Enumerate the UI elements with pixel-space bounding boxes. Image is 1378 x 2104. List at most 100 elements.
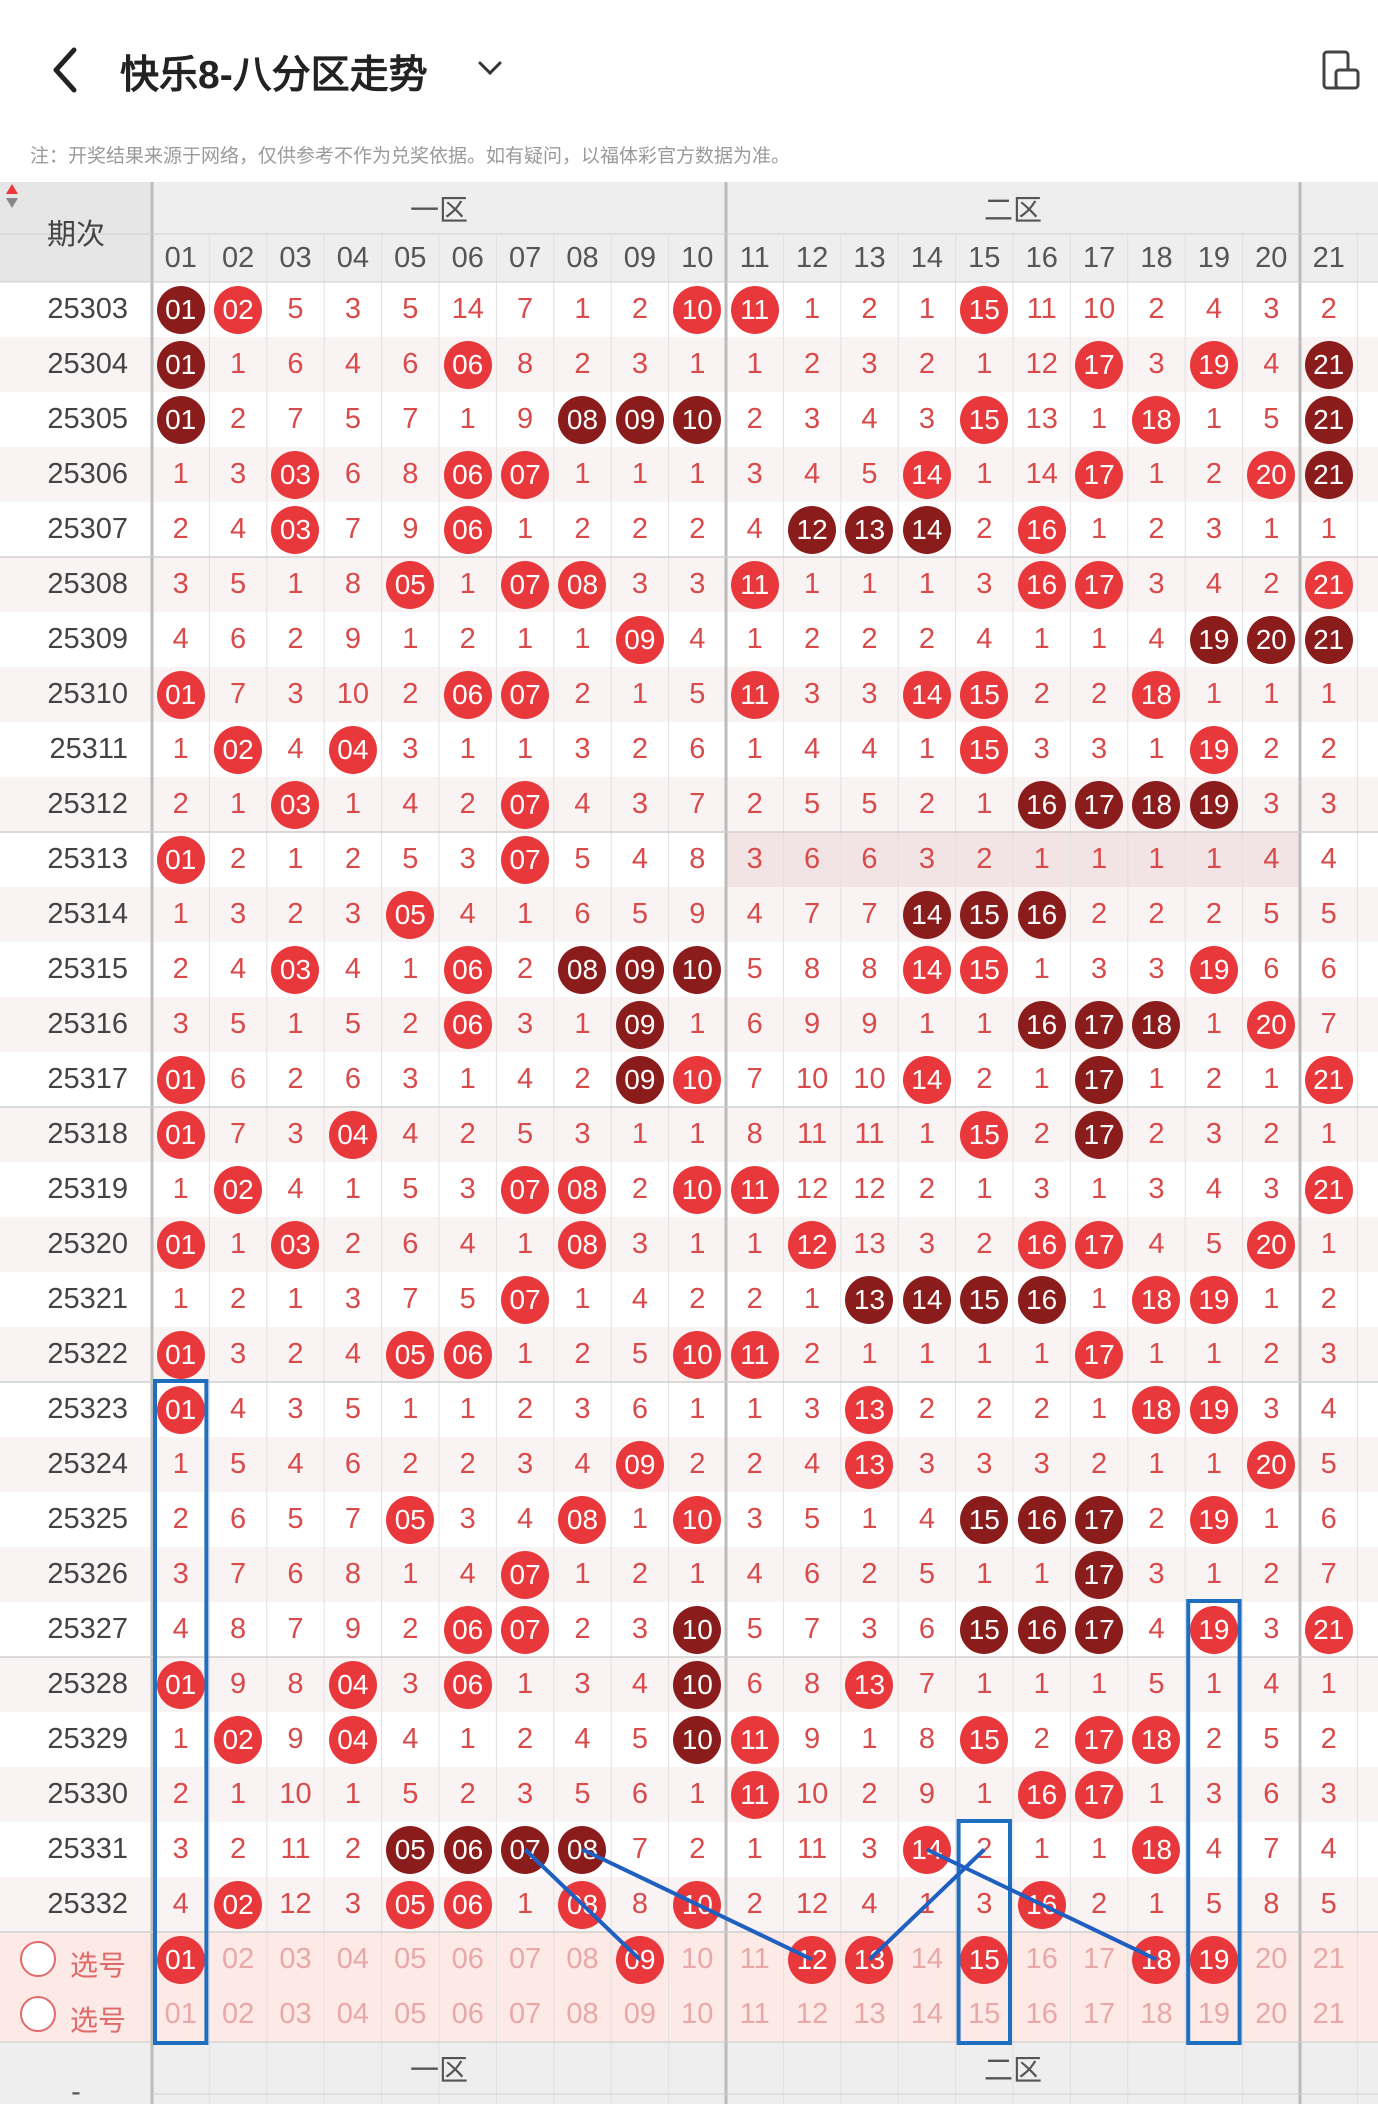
table-cell: 4: [230, 513, 247, 545]
draw-ball: 09: [615, 1055, 664, 1104]
table-cell: 1: [1091, 623, 1108, 655]
table-cell: 7: [861, 898, 878, 930]
table-cell: 09: [611, 392, 668, 447]
draw-ball: 21: [1304, 1165, 1353, 1214]
table-cell: 1: [746, 1393, 763, 1425]
table-cell: 4: [1320, 843, 1337, 875]
table-cell: 1: [459, 403, 476, 435]
selected-ball[interactable]: 12: [788, 1935, 837, 1984]
pick-number[interactable]: 09: [623, 1998, 657, 2030]
selected-ball[interactable]: 18: [1132, 1935, 1181, 1984]
selected-ball[interactable]: 09: [615, 1935, 664, 1984]
pick-number[interactable]: 17: [1082, 1998, 1116, 2030]
pick-number[interactable]: 11: [739, 1998, 770, 2030]
pick-number[interactable]: 03: [279, 1998, 312, 2030]
selected-ball[interactable]: 01: [156, 1935, 205, 1984]
table-cell: 7: [344, 513, 361, 545]
table-cell: 2: [918, 1173, 935, 1205]
pick-number[interactable]: 19: [1197, 1998, 1231, 2030]
pick-number[interactable]: 13: [853, 1998, 886, 2030]
draw-ball: 03: [271, 505, 320, 554]
pick-number[interactable]: 01: [152, 1932, 209, 1987]
pick-number[interactable]: 04: [336, 1998, 370, 2030]
chevron-down-icon[interactable]: [474, 52, 506, 84]
table-cell: 4: [172, 1613, 189, 1645]
selected-ball[interactable]: 19: [1189, 1935, 1238, 1984]
pick-number[interactable]: 18: [1128, 1932, 1185, 1987]
draw-ball: 03: [271, 780, 320, 829]
pick-number[interactable]: 01: [164, 1998, 197, 2030]
table-cell: 3: [402, 1063, 419, 1095]
pick-number[interactable]: 06: [451, 1998, 484, 2030]
draw-ball: 11: [730, 1715, 779, 1764]
screen-rotate-icon[interactable]: [1318, 48, 1362, 92]
pick-number[interactable]: 21: [1312, 1998, 1345, 2030]
table-cell: 5: [517, 1118, 534, 1150]
pick-number[interactable]: 10: [681, 1943, 714, 1975]
pick-number[interactable]: 18: [1140, 1998, 1173, 2030]
issue-column-header[interactable]: 期次: [0, 182, 152, 282]
table-cell: 2: [1148, 1118, 1165, 1150]
table-cell: 3: [287, 1393, 304, 1425]
draw-ball: 21: [1304, 395, 1353, 444]
pick-number[interactable]: 10: [681, 1998, 714, 2030]
pick-number[interactable]: 16: [1025, 1943, 1058, 1975]
table-cell: 9: [861, 1008, 878, 1040]
issue-number: 25331: [47, 1833, 128, 1865]
pick-number[interactable]: 21: [1312, 1943, 1345, 1975]
table-cell: 1: [1320, 1228, 1337, 1260]
table-cell: 1: [459, 1063, 476, 1095]
select-radio[interactable]: [20, 1941, 56, 1977]
pick-number[interactable]: 17: [1082, 1943, 1116, 1975]
pick-number[interactable]: 02: [221, 1998, 255, 2030]
draw-ball: 01: [156, 285, 205, 334]
select-radio[interactable]: [20, 1996, 56, 2032]
draw-ball: 07: [501, 560, 550, 609]
selected-ball[interactable]: 13: [845, 1935, 894, 1984]
pick-number[interactable]: 05: [394, 1943, 427, 1975]
pick-number[interactable]: 02: [221, 1943, 255, 1975]
back-arrow-icon[interactable]: [40, 40, 90, 100]
pick-number[interactable]: 06: [451, 1943, 484, 1975]
column-header: 07: [508, 241, 542, 274]
draw-ball: 01: [156, 340, 205, 389]
table-cell: 17: [1070, 1712, 1127, 1767]
pick-number[interactable]: 03: [279, 1943, 312, 1975]
page-title[interactable]: 快乐8-八分区走势: [120, 54, 428, 97]
table-cell: 1: [172, 1723, 189, 1755]
pick-number[interactable]: 09: [611, 1932, 668, 1987]
table-cell: 11: [726, 667, 783, 722]
pick-number[interactable]: 11: [739, 1943, 770, 1975]
pick-number[interactable]: 14: [910, 1998, 944, 2030]
pick-number[interactable]: 14: [910, 1943, 944, 1975]
table-cell: 2: [689, 513, 706, 545]
draw-ball: 17: [1075, 340, 1124, 389]
table-cell: 2: [1263, 733, 1280, 765]
draw-ball: 07: [501, 780, 550, 829]
pick-number[interactable]: 08: [566, 1998, 599, 2030]
table-cell: 2: [172, 788, 189, 820]
table-cell: 1: [976, 1558, 993, 1590]
pick-number[interactable]: 05: [394, 1998, 427, 2030]
table-cell: 4: [172, 623, 189, 655]
pick-number[interactable]: 20: [1255, 1998, 1288, 2030]
pick-number[interactable]: 15: [968, 1998, 1001, 2030]
pick-number[interactable]: 12: [783, 1932, 840, 1987]
pick-number[interactable]: 12: [795, 1998, 829, 2030]
table-cell: 14: [898, 667, 955, 722]
pick-number[interactable]: 04: [336, 1943, 370, 1975]
pick-number[interactable]: 07: [508, 1943, 542, 1975]
trend-chart-table[interactable]: 期次 一区 二区 01 02 03 04 05 06 07 08 09 10 11 12 13 14 15 16 17…: [0, 182, 1378, 2104]
table-cell: 5: [1320, 1448, 1337, 1480]
pick-number[interactable]: 13: [841, 1932, 898, 1987]
pick-number[interactable]: 16: [1025, 1998, 1058, 2030]
table-cell: 1: [1205, 1448, 1222, 1480]
draw-ball: 18: [1132, 1715, 1181, 1764]
pick-number[interactable]: 19: [1185, 1932, 1242, 1987]
selected-ball[interactable]: 15: [960, 1935, 1009, 1984]
table-cell: 5: [804, 788, 821, 820]
pick-number[interactable]: 07: [508, 1998, 542, 2030]
pick-number[interactable]: 15: [956, 1932, 1013, 1987]
pick-number[interactable]: 08: [566, 1943, 599, 1975]
pick-number[interactable]: 20: [1255, 1943, 1288, 1975]
